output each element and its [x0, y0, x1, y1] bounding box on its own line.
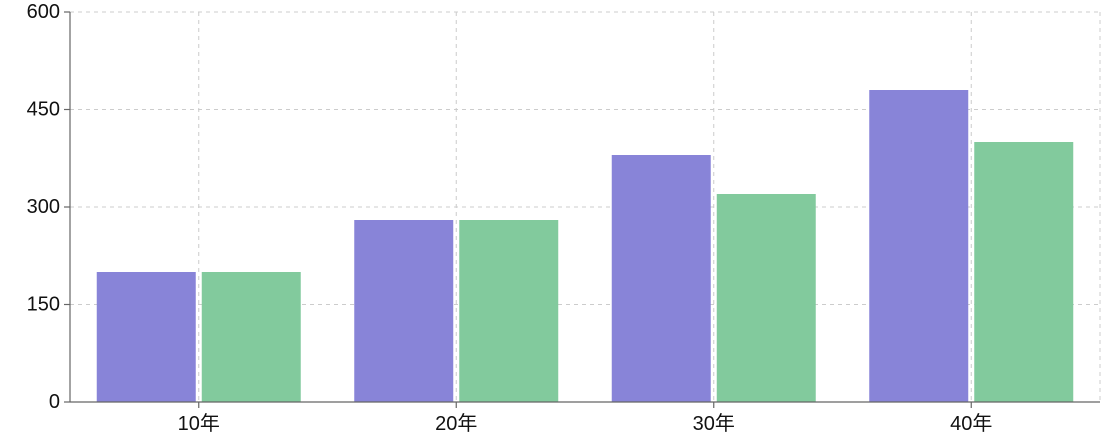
y-tick-label: 300 [27, 196, 60, 218]
y-tick-label: 0 [49, 391, 60, 413]
bar-series-2-40年 [974, 142, 1074, 402]
tick-labels: 0 150 300 450 600 10年 20年 30年 40年 [27, 1, 993, 435]
x-tick-label: 30年 [693, 412, 735, 435]
bar-series-2-20年 [459, 220, 559, 402]
x-tick-label: 40年 [950, 412, 992, 435]
bars [96, 90, 1074, 402]
x-tick-label: 20年 [435, 412, 477, 435]
axes [64, 11, 1100, 408]
y-tick-label: 450 [27, 99, 60, 121]
y-tick-label: 600 [27, 1, 60, 23]
y-tick-label: 150 [27, 294, 60, 316]
bar-series-1-30年 [611, 155, 711, 402]
bar-series-2-10年 [201, 272, 301, 402]
x-tick-label: 10年 [178, 412, 220, 435]
bar-series-1-10年 [96, 272, 196, 402]
bar-series-2-30年 [716, 194, 816, 402]
bar-series-1-20年 [354, 220, 454, 402]
bar-series-1-40年 [869, 90, 969, 402]
